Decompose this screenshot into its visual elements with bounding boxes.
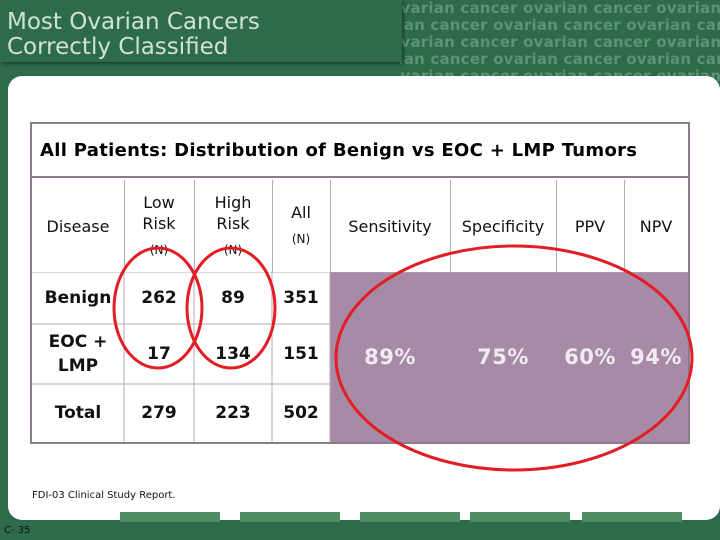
results-table: All Patients: Distribution of Benign vs … — [30, 122, 690, 444]
header-low-risk-sub: (N) — [149, 242, 169, 257]
row-benign-all: 351 — [283, 288, 319, 308]
header-high-risk-label: High Risk — [214, 192, 252, 233]
slide-number: C- 35 — [4, 525, 31, 536]
row-total-disease: Total — [54, 403, 102, 423]
table-title: All Patients: Distribution of Benign vs … — [32, 124, 688, 178]
header-sensitivity: Sensitivity — [330, 180, 451, 272]
row-eoc-disease: EOC + LMP — [48, 332, 108, 376]
footer-bar — [360, 512, 460, 522]
header-sensitivity-label: Sensitivity — [348, 216, 432, 236]
header-all: All (N) — [272, 180, 331, 272]
header-npv: NPV — [624, 180, 688, 272]
stat-npv: 94% — [630, 345, 682, 369]
row-eoc-all: 151 — [283, 344, 319, 364]
header-ppv-label: PPV — [574, 216, 606, 236]
title-line-1: Most Ovarian Cancers — [7, 9, 260, 35]
row-total-high: 223 — [215, 403, 251, 423]
footer-bar — [470, 512, 570, 522]
row-eoc-low: 17 — [147, 344, 171, 364]
header-disease: Disease — [32, 180, 125, 272]
stat-ppv: 60% — [564, 345, 616, 369]
header-ppv: PPV — [556, 180, 625, 272]
header-npv-label: NPV — [639, 216, 673, 236]
header-low-risk: Low Risk (N) — [124, 180, 195, 272]
footer-bar — [582, 512, 682, 522]
row-benign-high: 89 — [221, 288, 245, 308]
header-high-risk: High Risk (N) — [194, 180, 273, 272]
row-total-all: 502 — [283, 403, 319, 423]
footer-bar — [240, 512, 340, 522]
stat-sensitivity: 89% — [364, 345, 416, 369]
row-benign-low: 262 — [141, 288, 177, 308]
header-specificity-label: Specificity — [461, 216, 545, 236]
source-note: FDI-03 Clinical Study Report. — [32, 490, 176, 501]
header-low-risk-label: Low Risk — [142, 192, 176, 233]
stat-specificity: 75% — [477, 345, 529, 369]
header-all-label: All — [291, 203, 311, 222]
header-all-sub: (N) — [291, 232, 311, 246]
row-benign-disease: Benign — [44, 288, 112, 308]
row-total-low: 279 — [141, 403, 177, 423]
slide-title: Most Ovarian Cancers Correctly Classifie… — [0, 0, 402, 62]
header-specificity: Specificity — [450, 180, 557, 272]
footer-bar — [120, 512, 220, 522]
header-disease-label: Disease — [46, 216, 110, 236]
title-line-2: Correctly Classified — [7, 34, 229, 60]
header-high-risk-sub: (N) — [223, 242, 243, 257]
row-eoc-high: 134 — [215, 344, 251, 364]
